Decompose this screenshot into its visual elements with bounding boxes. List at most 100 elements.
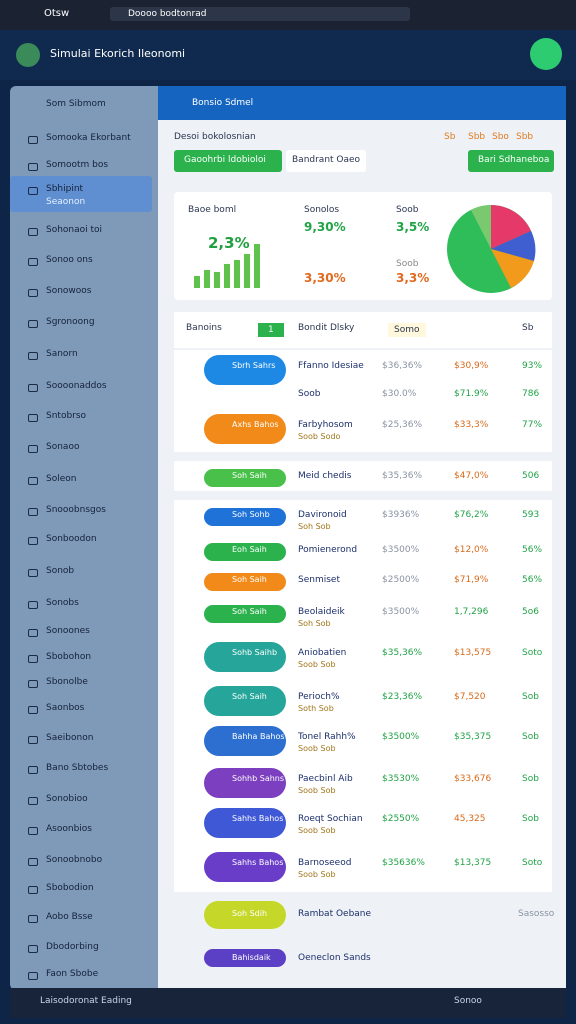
avatar — [16, 43, 40, 67]
sidebar-item[interactable]: Sonobioo — [46, 794, 88, 804]
row-value: Soto — [522, 648, 543, 658]
row-value: $33,3% — [454, 420, 489, 430]
row-value: $3500% — [382, 545, 420, 555]
row-value: $35,36% — [382, 471, 423, 481]
sidebar-item[interactable]: Saonbos — [46, 703, 85, 713]
summary-text: 3,3% — [396, 271, 430, 285]
sidebar-icon — [28, 537, 38, 545]
row-value: $2550% — [382, 814, 420, 824]
sidebar-icon — [28, 569, 38, 577]
sidebar-item[interactable]: Bano Sbtobes — [46, 763, 109, 773]
sidebar-icon — [28, 915, 38, 923]
sidebar-item[interactable]: Sonowoos — [46, 286, 92, 296]
row-value: $13,575 — [454, 648, 492, 658]
summary-text: 3,30% — [304, 271, 346, 285]
sidebar-item[interactable]: Sonoones — [46, 626, 90, 636]
badge-text: Sbrh Sahrs — [232, 361, 276, 370]
row-sub: Soob Sob — [298, 870, 336, 879]
sidebar-item[interactable]: Somooka Ekorbant — [46, 133, 131, 143]
sidebar-item[interactable]: Sbhipint — [46, 184, 84, 194]
row-name: Oeneclon Sands — [298, 953, 371, 963]
summary-text: 3,5% — [396, 220, 430, 234]
sidebar-item[interactable]: Sbobodion — [46, 883, 94, 893]
sidebar-item[interactable]: Asoonbios — [46, 824, 92, 834]
badge-pill — [204, 808, 286, 838]
table-header: 1 — [258, 323, 284, 337]
menu-button[interactable] — [530, 38, 562, 70]
badge-text: Soh Saih — [232, 471, 267, 480]
app-header — [0, 30, 576, 80]
button[interactable]: Bari Sdhaneboa — [468, 150, 554, 172]
sidebar-item[interactable]: Dbodorbing — [46, 942, 99, 952]
badge-text: Bahisdaik — [232, 953, 271, 962]
row-value: 56% — [522, 575, 543, 585]
sidebar-icon — [28, 136, 38, 144]
sidebar-icon — [28, 320, 38, 328]
address-bar[interactable]: Doooo bodtonrad — [110, 7, 410, 21]
sidebar-icon — [28, 352, 38, 360]
row-value: $35636% — [382, 858, 425, 868]
sidebar-item[interactable]: Sbonolbe — [46, 677, 88, 687]
row-value: 1,7,296 — [454, 607, 489, 617]
sidebar-item[interactable]: Sohonaoi toi — [46, 225, 103, 235]
sidebar-item[interactable]: Soooonaddos — [46, 381, 107, 391]
row-sub: Soob Sob — [298, 660, 336, 669]
top-link[interactable]: Sbo — [492, 132, 509, 142]
row-value: $71,9% — [454, 575, 489, 585]
tab[interactable]: Gaoohrbi ldobioloi — [174, 150, 282, 172]
row-name: Beolaideik — [298, 607, 345, 617]
sidebar-item[interactable]: Sonboodon — [46, 534, 97, 544]
top-link[interactable]: Sbb — [516, 132, 534, 142]
sidebar-item[interactable]: Faon Sbobe — [46, 969, 99, 979]
sidebar-item[interactable]: Snooobnsgos — [46, 505, 106, 515]
row-name: Farbyhosom — [298, 420, 353, 430]
sidebar — [10, 86, 158, 990]
row-value: $36,36% — [382, 361, 423, 371]
sidebar-item[interactable]: Sbobohon — [46, 652, 92, 662]
row-name: Perioch% — [298, 692, 340, 702]
row-value: 56% — [522, 545, 543, 555]
sidebar-item[interactable]: Sanorn — [46, 349, 78, 359]
summary-text: Sonolos — [304, 205, 340, 215]
footer-text: Sonoo — [454, 996, 482, 1006]
sidebar-icon — [28, 629, 38, 637]
sidebar-icon — [28, 445, 38, 453]
table-header-card — [174, 312, 552, 348]
row-value: 77% — [522, 420, 543, 430]
top-link[interactable]: Sbb — [468, 132, 486, 142]
sidebar-icon — [28, 858, 38, 866]
sidebar-item[interactable]: Saeibonon — [46, 733, 94, 743]
sidebar-item[interactable]: Sonob — [46, 566, 75, 576]
table-header: Banoins — [186, 323, 222, 333]
badge-pill — [204, 508, 286, 526]
top-link[interactable]: Sb — [444, 132, 456, 142]
sidebar-item[interactable]: Soleon — [46, 474, 77, 484]
tab[interactable]: Bandrant Oaeo — [286, 150, 367, 172]
sidebar-icon — [28, 797, 38, 805]
sidebar-item[interactable]: Sonoo ons — [46, 255, 93, 265]
main-title: Bonsio Sdmel — [192, 98, 254, 108]
row-name: Barnoseeod — [298, 858, 352, 868]
sidebar-icon — [28, 655, 38, 663]
active-sub: Seaonon — [46, 197, 86, 207]
row-name: Tonel Rahh% — [298, 732, 356, 742]
sidebar-item[interactable]: Aobo Bsse — [46, 912, 93, 922]
summary-big: 2,3% — [208, 234, 250, 252]
row-value: $35,375 — [454, 732, 492, 742]
sidebar-item[interactable]: Sonaoo — [46, 442, 80, 452]
badge-pill — [204, 605, 286, 623]
badge-text: Sahhs Bahos — [232, 814, 284, 823]
sidebar-item[interactable]: Sntobrso — [46, 411, 87, 421]
row-name: Ffanno Idesiae — [298, 361, 364, 371]
sidebar-icon — [28, 289, 38, 297]
sidebar-icon — [28, 384, 38, 392]
sidebar-item[interactable]: Sgronoong — [46, 317, 95, 327]
sidebar-item[interactable]: Sonoobnobo — [46, 855, 103, 865]
row-name: Senmiset — [298, 575, 340, 585]
footer-text: Laisodoronat Eading — [40, 996, 132, 1006]
sidebar-item[interactable]: Somootm bos — [46, 160, 109, 170]
footer-bar — [10, 988, 566, 1018]
sidebar-icon — [28, 477, 38, 485]
sidebar-item[interactable]: Sonobs — [46, 598, 79, 608]
